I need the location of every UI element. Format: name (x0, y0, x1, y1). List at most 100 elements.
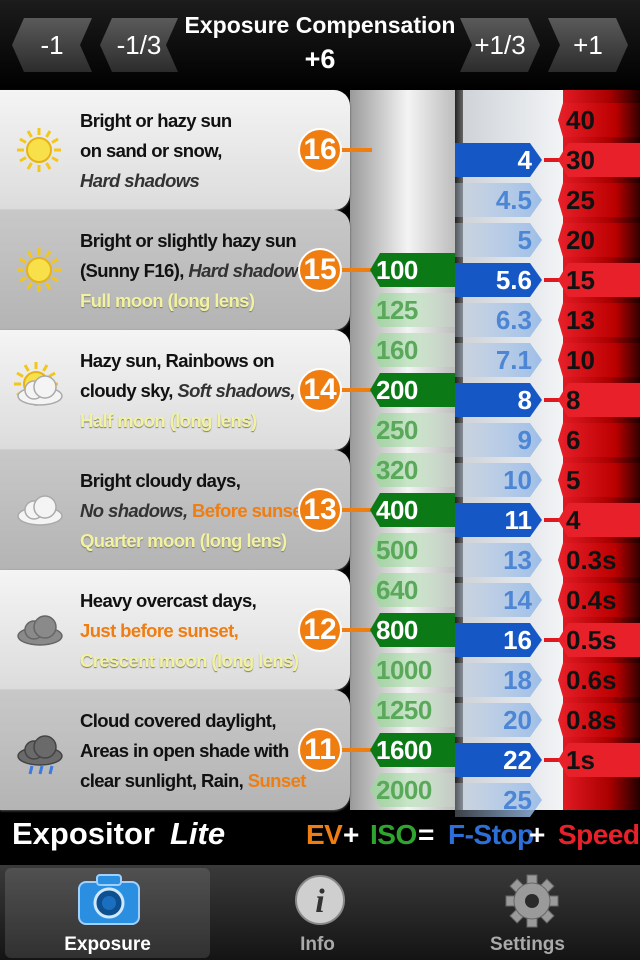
iso-label: 800 (376, 615, 418, 645)
iso-tag: 320 (370, 453, 455, 487)
speed-label: 5 (566, 465, 581, 495)
tab-label: Info (300, 934, 335, 955)
speed-tag: 0.3s (558, 543, 640, 577)
iso-tag: 125 (370, 293, 455, 327)
description-text: Sunset (247, 770, 307, 791)
fstop-label: 4 (517, 145, 532, 175)
iso-label: 200 (376, 375, 418, 405)
iso-tag: 250 (370, 413, 455, 447)
description-text: (Sunny F16), (80, 260, 189, 281)
iso-label: 160 (376, 335, 418, 365)
fstop-tag: 16 (455, 623, 542, 657)
fstop-tag: 5.6 (455, 263, 542, 297)
description-line: Hard shadows (80, 166, 200, 196)
speed-label: 10 (566, 345, 595, 375)
condition-icon (14, 362, 63, 406)
fstop-tag: 7.1 (455, 343, 542, 377)
ev-connector (330, 508, 372, 512)
fstop-label: 5.6 (495, 265, 532, 295)
brand-edition: Lite (170, 816, 226, 851)
fstop-label: 7.1 (495, 345, 532, 375)
condition-icon (17, 128, 61, 172)
condition-card (0, 690, 350, 810)
speed-tag: 15 (558, 263, 640, 297)
camera-icon (78, 874, 140, 925)
brand-name: Expositor (12, 816, 155, 851)
fstop-label: 8 (517, 385, 532, 415)
iso-label: 125 (376, 295, 418, 325)
description-line: clear sunlight, Rain, Sunset (80, 766, 306, 796)
speed-label: 0.6s (566, 665, 617, 695)
formula-part: ISO (370, 819, 417, 850)
speed-tag: 4 (558, 503, 640, 537)
exposure-button[interactable]: -1/3 (100, 18, 178, 72)
iso-tag: 2000 (370, 773, 455, 807)
fstop-label: 5 (517, 225, 532, 255)
speed-label: 40 (566, 105, 595, 135)
exposure-button[interactable]: +1 (548, 18, 628, 72)
speed-label: 13 (566, 305, 595, 335)
ev-badge: 15 (298, 248, 342, 292)
fstop-tag: 6.3 (455, 303, 542, 337)
ev-badge: 16 (298, 128, 342, 172)
fstop-label: 25 (503, 785, 532, 815)
description-text: clear sunlight, Rain, (80, 770, 248, 791)
speed-label: 8 (566, 385, 581, 415)
description-text: Cloud covered daylight, (80, 710, 277, 731)
tab[interactable]: Settings (425, 868, 630, 958)
tab[interactable]: Info (215, 868, 420, 958)
ev-value: 16 (303, 133, 337, 166)
ev-connector (330, 628, 372, 632)
iso-tag: 100 (370, 253, 455, 287)
description-line: cloudy sky, Soft shadows, (80, 376, 296, 406)
speed-tag: 20 (558, 223, 640, 257)
ev-badge: 12 (298, 608, 342, 652)
iso-tag: 500 (370, 533, 455, 567)
exposure-button[interactable]: +1/3 (460, 18, 540, 72)
description-line: Cloud covered daylight, (80, 706, 277, 736)
ev-value: 13 (303, 493, 337, 526)
description-line: Half moon (long lens) (80, 406, 257, 436)
description-text: Before sunset, (192, 500, 313, 521)
exposure-button-label: -1 (40, 30, 64, 60)
description-text: Bright or slightly hazy sun (80, 230, 297, 251)
description-line: (Sunny F16), Hard shadows, (80, 256, 313, 286)
fstop-label: 16 (503, 625, 532, 655)
fstop-tag: 13 (455, 543, 542, 577)
speed-pointer (544, 278, 564, 282)
fstop-label: 18 (503, 665, 532, 695)
condition-icon (17, 615, 63, 646)
speed-pointer (544, 638, 564, 642)
formula-part: Speed (558, 819, 640, 850)
fstop-label: 10 (503, 465, 532, 495)
formula-part: = (418, 819, 434, 850)
description-text: Quarter moon (long lens) (80, 530, 287, 551)
description-text: Areas in open shade with (80, 740, 289, 761)
description-text: Heavy overcast days, (80, 590, 257, 611)
iso-label: 1000 (376, 655, 432, 685)
fstop-label: 6.3 (495, 305, 532, 335)
condition-icon (17, 248, 61, 292)
iso-label: 640 (376, 575, 418, 605)
exposure-button[interactable]: -1 (12, 18, 92, 72)
fstop-tag: 25 (455, 783, 542, 817)
speed-tag: 13 (558, 303, 640, 337)
fstop-tag: 18 (455, 663, 542, 697)
fstop-label: 14 (503, 585, 532, 615)
ev-value: 12 (303, 613, 337, 646)
description-line: Bright or hazy sun (80, 106, 232, 136)
info-icon: i (295, 875, 345, 925)
exposure-button-label: -1/3 (116, 30, 162, 60)
description-line: No shadows, Before sunset, (80, 496, 313, 526)
speed-pointer (544, 398, 564, 402)
ev-value: 14 (303, 373, 337, 406)
iso-label: 100 (376, 255, 418, 285)
ev-value: 15 (303, 253, 337, 286)
description-line: Just before sunset, (80, 616, 239, 646)
fstop-label: 11 (504, 505, 532, 535)
formula-part: + (343, 819, 359, 850)
speed-tag: 30 (558, 143, 640, 177)
fstop-tag: 14 (455, 583, 542, 617)
iso-label: 400 (376, 495, 418, 525)
